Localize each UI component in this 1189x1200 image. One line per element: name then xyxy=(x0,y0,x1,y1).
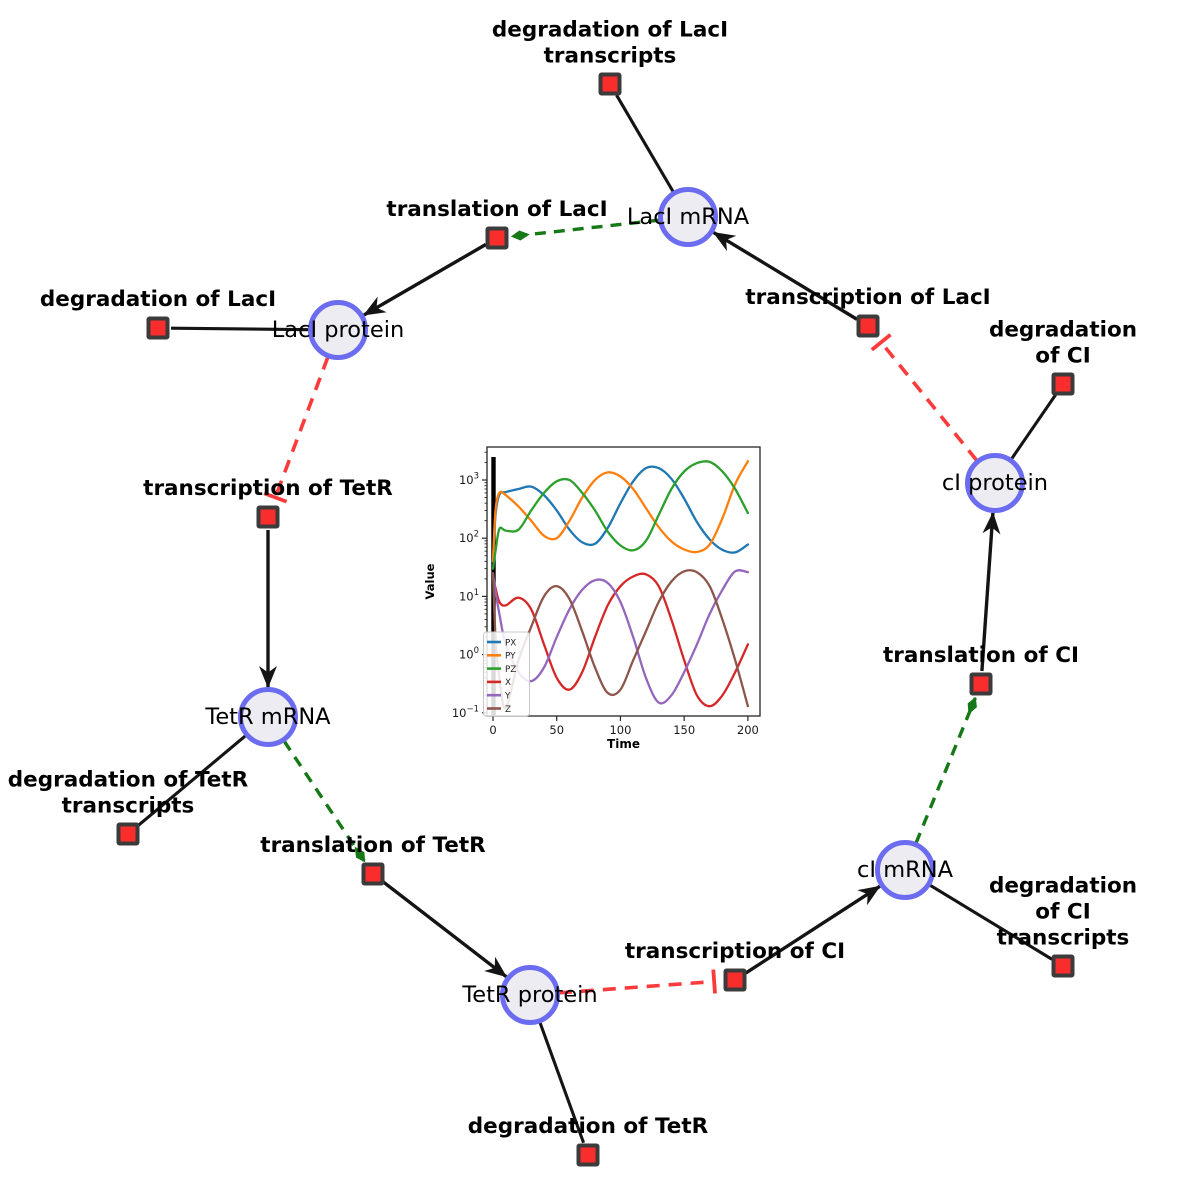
edge-consumption-laci-protein-to-deg-laci xyxy=(170,326,310,332)
edge-inhibition-ci-protein-to-transcr-laci xyxy=(870,333,979,462)
legend-label-X: X xyxy=(505,678,511,688)
edge-production-transl-ci-to-ci-protein xyxy=(980,511,1001,672)
edge-consumption-ci-protein-to-deg-ci xyxy=(1010,393,1057,460)
reaction-node-deg-laci-tx[interactable] xyxy=(598,72,622,96)
y-tick-label: 102 xyxy=(459,530,479,546)
plot-background xyxy=(487,447,760,716)
edges-layer xyxy=(136,94,1057,1144)
edge-consumption-tetr-protein-to-deg-tetr xyxy=(538,1021,586,1144)
y-tick-label: 103 xyxy=(459,472,479,488)
legend-label-PZ: PZ xyxy=(505,665,516,675)
species-node-ci-protein[interactable] xyxy=(965,453,1025,513)
y-tick-label: 100 xyxy=(459,646,479,662)
legend-label-Z: Z xyxy=(505,705,511,715)
reaction-node-deg-ci-tx[interactable] xyxy=(1051,954,1075,978)
edge-consumption-ci-mrna-to-deg-ci-tx xyxy=(928,883,1053,961)
reaction-node-deg-ci[interactable] xyxy=(1051,372,1075,396)
species-node-laci-mrna[interactable] xyxy=(658,187,718,247)
edge-inhibition-laci-protein-to-transcr-tetr xyxy=(263,356,330,504)
edge-modifier-tetr-mrna-to-transl-tetr xyxy=(282,740,367,863)
edge-production-transl-laci-to-laci-protein xyxy=(363,243,487,317)
chart-legend: PX PY PZ XYZ xyxy=(483,631,530,717)
legend-label-Y: Y xyxy=(504,692,511,702)
edge-production-transcr-ci-to-ci-mrna xyxy=(744,884,881,975)
edge-consumption-laci-mrna-to-deg-laci-tx xyxy=(615,94,675,193)
edge-production-transcr-laci-to-laci-mrna xyxy=(712,231,858,321)
reaction-node-deg-tetr-tx[interactable] xyxy=(116,822,140,846)
reaction-node-deg-tetr[interactable] xyxy=(576,1143,600,1167)
y-axis-label: Value xyxy=(423,563,437,599)
reaction-node-deg-laci[interactable] xyxy=(146,316,170,340)
reaction-node-transcr-ci[interactable] xyxy=(723,968,747,992)
edge-inhibition-tetr-protein-to-transcr-ci xyxy=(558,969,717,995)
y-tick-label: 10−1 xyxy=(452,704,479,720)
species-node-tetr-mrna[interactable] xyxy=(238,687,298,747)
reaction-node-transcr-tetr[interactable] xyxy=(256,505,280,529)
legend-label-PX: PX xyxy=(505,638,516,648)
edge-consumption-tetr-mrna-to-deg-tetr-tx xyxy=(136,734,247,827)
y-tick-label: 101 xyxy=(459,588,479,604)
series-PX-line xyxy=(491,465,750,563)
series-PY-line xyxy=(491,460,750,563)
reaction-node-transl-ci[interactable] xyxy=(969,672,993,696)
edge-modifier-laci-mrna-to-transl-laci xyxy=(510,218,660,241)
edge-production-transl-tetr-to-tetr-protein xyxy=(382,880,508,979)
series-PZ-line xyxy=(491,460,750,570)
legend-label-PY: PY xyxy=(505,652,516,662)
x-tick-label: 0 xyxy=(489,723,496,737)
reaction-node-transl-tetr[interactable] xyxy=(361,862,385,886)
series-X-line xyxy=(491,572,750,708)
x-tick-label: 100 xyxy=(609,723,631,737)
x-axis-label: Time xyxy=(607,737,640,751)
x-tick-label: 50 xyxy=(549,723,564,737)
species-node-laci-protein[interactable] xyxy=(308,300,368,360)
species-node-ci-mrna[interactable] xyxy=(875,840,935,900)
species-node-tetr-protein[interactable] xyxy=(500,965,560,1025)
reaction-node-transcr-laci[interactable] xyxy=(856,314,880,338)
reaction-node-transl-laci[interactable] xyxy=(485,226,509,250)
x-tick-label: 200 xyxy=(737,723,759,737)
plot-frame xyxy=(486,446,761,717)
edge-modifier-ci-mrna-to-transl-ci xyxy=(914,696,977,844)
x-tick-label: 150 xyxy=(673,723,695,737)
